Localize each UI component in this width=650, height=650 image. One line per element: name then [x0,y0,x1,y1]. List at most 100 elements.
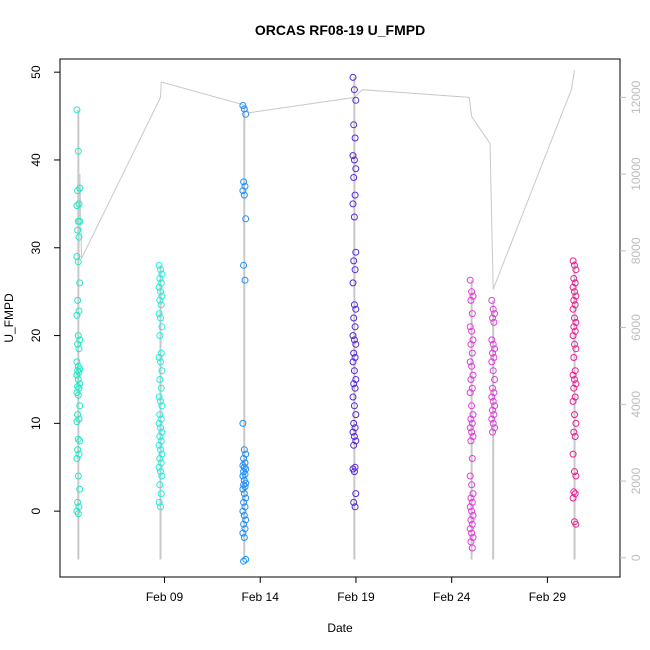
data-point [489,428,496,436]
data-point [571,279,579,287]
data-point [74,187,82,195]
data-point [572,292,580,300]
data-point [351,384,359,392]
data-point [157,490,165,498]
data-point [572,345,580,353]
data-point [239,529,247,537]
x-tick-label: Feb 14 [242,590,280,604]
y-tick-label: 50 [29,65,43,79]
data-point [491,310,499,318]
data-point [156,411,164,419]
data-point [571,393,579,401]
data-point [240,557,248,565]
data-point [75,384,83,392]
data-point [75,233,83,241]
x-tick-label: Feb 29 [529,590,567,604]
data-point [352,248,360,256]
data-point [73,371,81,379]
data-point [467,415,475,423]
data-point [351,354,359,361]
data-point [569,332,577,340]
data-point [240,534,248,541]
data-point [157,468,164,476]
data-point [571,327,579,335]
data-point [155,283,163,291]
data-point [75,450,83,458]
data-point [469,292,477,300]
data-point [489,367,497,375]
data-point [350,380,358,388]
data-point [350,86,358,94]
data-point [569,283,577,291]
data-point [468,520,476,528]
data-point [489,314,496,322]
flight-path-line [77,70,575,309]
data-point [349,279,357,287]
data-point [239,419,247,427]
data-point [75,345,83,353]
data-point [155,463,163,471]
data-point [570,428,578,436]
data-point [73,202,81,210]
data-point [74,147,82,155]
data-point [572,472,580,480]
data-point [239,485,247,493]
data-point [468,498,476,506]
data-point [351,134,359,142]
y-tick-label: 20 [29,329,43,343]
y-axis-label: U_FMPD [2,293,16,343]
data-point [350,367,358,375]
data-point [240,520,248,528]
data-point [468,310,476,318]
data-point [157,459,165,467]
data-point [350,402,358,410]
data-point [491,376,499,383]
data-point [350,336,358,344]
data-point [469,411,477,419]
data-point [352,490,360,498]
data-point [350,468,358,476]
data-point [240,490,248,498]
data-point [351,323,359,331]
data-point [491,424,499,432]
data-point [76,437,84,445]
data-point [73,311,81,319]
data-point [156,376,164,383]
x-axis-label: Date [327,621,353,635]
data-point [76,336,84,344]
data-point [349,393,357,401]
data-point [157,358,164,366]
data-point [157,415,165,423]
y-axis: 0 10 20 30 40 50 [29,65,60,514]
data-point [158,323,166,331]
data-point [158,367,166,375]
data-point [571,301,579,309]
data-point [468,362,476,370]
data-point [351,503,359,511]
data-point [468,327,476,335]
data-point [488,415,496,423]
data-point [155,310,163,318]
data-point [490,389,498,397]
data-point [468,455,476,462]
data-point [350,419,358,427]
data-point [349,73,357,81]
data-point [75,503,83,511]
data-point [155,441,163,449]
data-point [74,391,82,399]
data-point [158,450,166,458]
data-point [157,279,165,287]
data-point [467,494,475,502]
data-point [157,266,164,274]
data-point [467,340,475,348]
data-point [242,110,250,118]
data-point [571,340,578,348]
data-point [352,96,360,104]
y-tick-label: 40 [29,153,43,167]
data-point [352,437,360,445]
data-point [349,428,357,436]
y2-tick-label: 4000 [629,391,643,418]
y-tick-label: 30 [29,241,43,255]
data-point [488,393,496,401]
data-point [467,437,475,445]
